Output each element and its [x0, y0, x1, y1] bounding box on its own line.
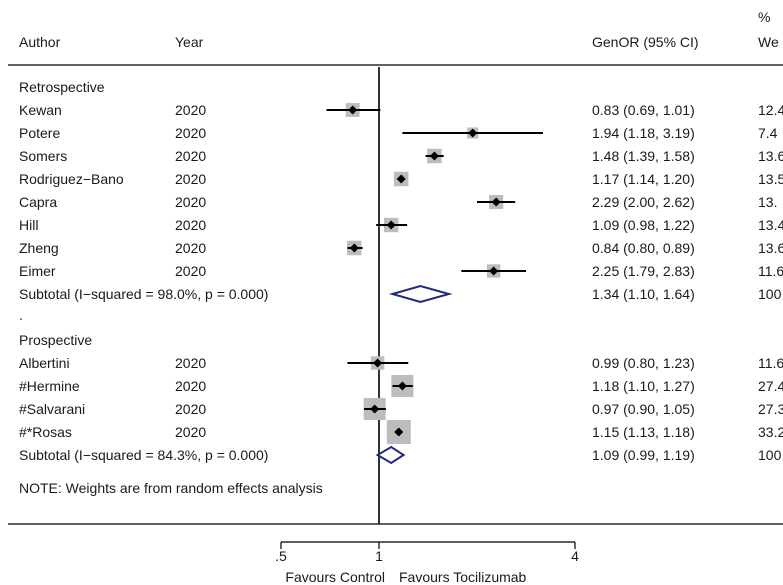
- study-point: [373, 358, 383, 368]
- study-point: [468, 128, 478, 138]
- study-year: 2020: [175, 171, 206, 187]
- study-ci-text: 0.83 (0.69, 1.01): [592, 102, 695, 118]
- study-author: #*Rosas: [19, 424, 72, 440]
- study-author: #Hermine: [19, 378, 80, 394]
- study-author: Rodriguez−Bano: [19, 171, 124, 187]
- study-author: Potere: [19, 125, 60, 141]
- axis-ticks: .5 1 4: [275, 542, 579, 564]
- header-author: Author: [19, 34, 61, 50]
- study-year: 2020: [175, 148, 206, 164]
- subtotal-weight-text: 100: [758, 286, 782, 302]
- study-author: Kewan: [19, 102, 62, 118]
- tick-label: .5: [275, 548, 287, 564]
- study-weight-text: 13.: [758, 194, 777, 210]
- study-weight-text: 27.4: [758, 378, 783, 394]
- favours-left-label: Favours Control: [285, 569, 385, 585]
- note-text: NOTE: Weights are from random effects an…: [19, 480, 323, 496]
- study-point: [396, 174, 406, 184]
- study-point: [397, 381, 407, 391]
- study-ci-text: 1.94 (1.18, 3.19): [592, 125, 695, 141]
- tick-label: 4: [571, 548, 579, 564]
- study-weight-text: 13.4: [758, 217, 783, 233]
- subtotal-diamond: [375, 445, 406, 465]
- study-point: [489, 266, 499, 276]
- study-point: [349, 243, 359, 253]
- study-ci-text: 1.15 (1.13, 1.18): [592, 424, 695, 440]
- subtotal-ci-text: 1.34 (1.10, 1.64): [592, 286, 695, 302]
- subtotal-weight-text: 100: [758, 447, 782, 463]
- study-year: 2020: [175, 263, 206, 279]
- study-author: Eimer: [19, 263, 56, 279]
- subtotal-label: Subtotal (I−squared = 98.0%, p = 0.000): [19, 286, 268, 302]
- group-label: Retrospective: [19, 79, 105, 95]
- study-author: Somers: [19, 148, 67, 164]
- study-author: Hill: [19, 217, 38, 233]
- study-weight-text: 13.6: [758, 148, 783, 164]
- study-ci-text: 0.84 (0.80, 0.89): [592, 240, 695, 256]
- study-author: Albertini: [19, 355, 70, 371]
- study-year: 2020: [175, 240, 206, 256]
- study-weight-text: 11.6: [758, 263, 783, 279]
- subtotal-ci-text: 1.09 (0.99, 1.19): [592, 447, 695, 463]
- study-year: 2020: [175, 217, 206, 233]
- header-weight-line2: We: [758, 34, 779, 50]
- study-weight-text: 12.4: [758, 102, 783, 118]
- study-point: [370, 404, 380, 414]
- study-ci-text: 0.97 (0.90, 1.05): [592, 401, 695, 417]
- study-ci-text: 1.17 (1.14, 1.20): [592, 171, 695, 187]
- study-weight-text: 13.6: [758, 240, 783, 256]
- study-weight-text: 11.6: [758, 355, 783, 371]
- header-estimate: GenOR (95% CI): [592, 34, 699, 50]
- study-point: [429, 151, 439, 161]
- separator-dot: .: [19, 307, 23, 323]
- tick-label: 1: [375, 548, 383, 564]
- subtotal-label: Subtotal (I−squared = 84.3%, p = 0.000): [19, 447, 268, 463]
- study-author: Capra: [19, 194, 57, 210]
- study-weight-text: 27.3: [758, 401, 783, 417]
- study-weight-text: 33.2: [758, 424, 783, 440]
- group-label: Prospective: [19, 332, 92, 348]
- header-weight-line1: %: [758, 9, 770, 25]
- plot-marks: [326, 67, 544, 524]
- study-ci-text: 0.99 (0.80, 1.23): [592, 355, 695, 371]
- study-year: 2020: [175, 194, 206, 210]
- study-ci-text: 1.09 (0.98, 1.22): [592, 217, 695, 233]
- study-year: 2020: [175, 378, 206, 394]
- study-point: [348, 105, 358, 115]
- study-point: [386, 220, 396, 230]
- study-point: [491, 197, 501, 207]
- subtotal-diamond: [388, 284, 453, 304]
- table-rows: Retrospective Kewan 2020 0.83 (0.69, 1.01) 1…: [19, 79, 783, 463]
- study-ci-text: 2.29 (2.00, 2.62): [592, 194, 695, 210]
- favours-right-label: Favours Tocilizumab: [399, 569, 527, 585]
- study-year: 2020: [175, 424, 206, 440]
- study-ci-text: 2.25 (1.79, 2.83): [592, 263, 695, 279]
- study-author: #Salvarani: [19, 401, 85, 417]
- study-weight-text: 7.4: [758, 125, 778, 141]
- study-point: [394, 427, 404, 437]
- study-year: 2020: [175, 102, 206, 118]
- study-author: Zheng: [19, 240, 59, 256]
- study-ci-text: 1.18 (1.10, 1.27): [592, 378, 695, 394]
- study-ci-text: 1.48 (1.39, 1.58): [592, 148, 695, 164]
- study-year: 2020: [175, 355, 206, 371]
- header-year: Year: [175, 34, 204, 50]
- study-year: 2020: [175, 125, 206, 141]
- study-year: 2020: [175, 401, 206, 417]
- study-weight-text: 13.5: [758, 171, 783, 187]
